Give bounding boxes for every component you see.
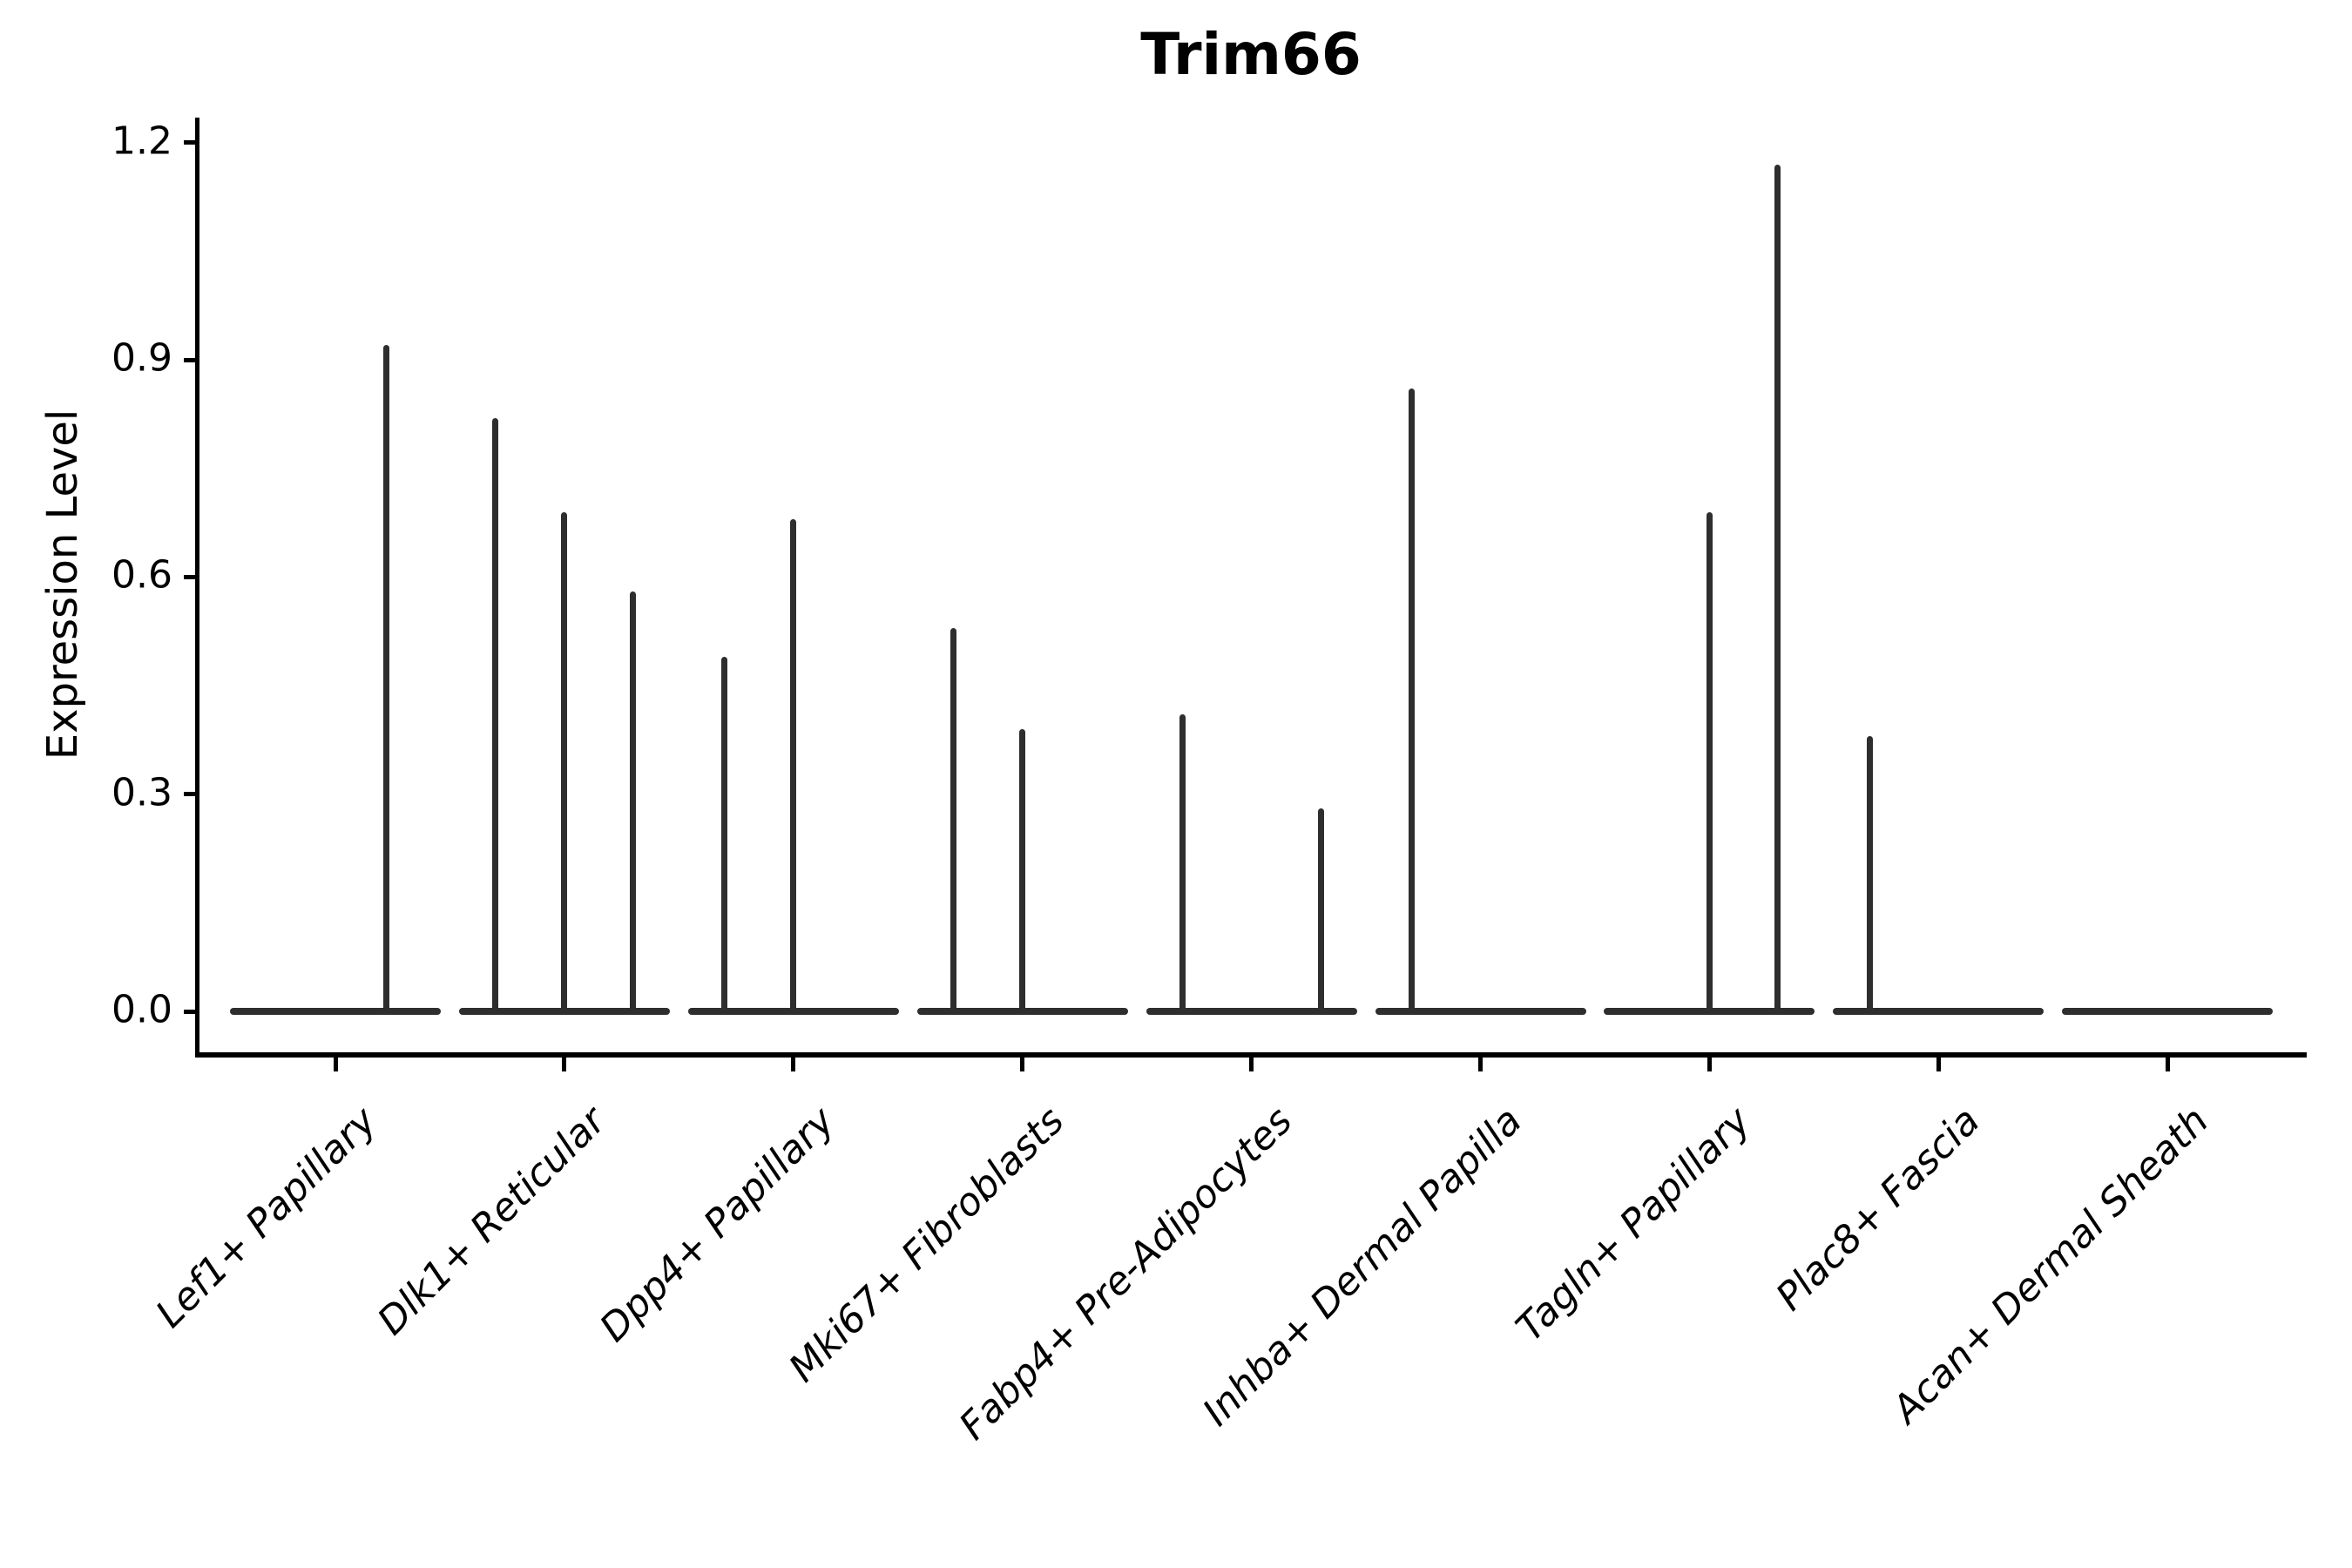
violin-spike <box>1866 736 1873 1013</box>
y-tick-mark <box>184 1009 198 1014</box>
violin-spike <box>950 627 957 1013</box>
violin-body <box>1146 1008 1357 1015</box>
violin-body <box>2062 1008 2274 1015</box>
violin-spike <box>382 345 389 1013</box>
x-tick-mark <box>333 1057 338 1071</box>
x-tick-mark <box>562 1057 567 1071</box>
x-tick-mark <box>1249 1057 1254 1071</box>
x-tick-mark <box>1936 1057 1941 1071</box>
violin-spike <box>1774 164 1781 1013</box>
y-tick-label: 0.3 <box>112 770 172 815</box>
violin-spike <box>1019 728 1026 1013</box>
violin-spike <box>1179 714 1186 1013</box>
violin-spike <box>790 518 797 1013</box>
y-tick-label: 0.9 <box>112 335 172 381</box>
y-tick-label: 0.0 <box>112 987 172 1032</box>
violin-spike <box>630 591 637 1013</box>
violin-spike <box>561 511 568 1013</box>
y-tick-mark <box>184 357 198 362</box>
plot-title: Trim66 <box>1140 21 1362 88</box>
violin-spike <box>721 656 728 1013</box>
violin-body <box>1833 1008 2044 1015</box>
x-category-label: Lef1+ Papillary <box>147 1098 386 1337</box>
x-tick-mark <box>1707 1057 1712 1071</box>
y-tick-mark <box>184 140 198 145</box>
x-tick-mark <box>1478 1057 1483 1071</box>
violin-spike <box>1318 808 1325 1013</box>
x-tick-mark <box>1020 1057 1025 1071</box>
violin-spike <box>1706 511 1713 1013</box>
y-tick-label: 0.6 <box>112 552 172 598</box>
x-category-label: Plac8+ Fascia <box>1767 1098 1989 1320</box>
violin-spike <box>1409 389 1415 1013</box>
y-axis-spine <box>195 118 199 1057</box>
x-tick-mark <box>2165 1057 2170 1071</box>
x-axis-spine <box>195 1052 2307 1058</box>
x-category-label: Tagln+ Papillary <box>1507 1098 1760 1350</box>
y-tick-mark <box>184 792 198 797</box>
violin-body <box>1375 1008 1586 1015</box>
violin-body <box>230 1008 441 1015</box>
y-tick-label: 1.2 <box>112 118 172 164</box>
x-category-label: Dpp4+ Papillary <box>591 1098 844 1351</box>
y-axis-label-text: Expression Level <box>38 409 87 760</box>
x-tick-mark <box>791 1057 796 1071</box>
x-category-label: Dlk1+ Reticular <box>368 1098 615 1344</box>
y-tick-mark <box>184 574 198 579</box>
violin-spike <box>492 417 499 1013</box>
